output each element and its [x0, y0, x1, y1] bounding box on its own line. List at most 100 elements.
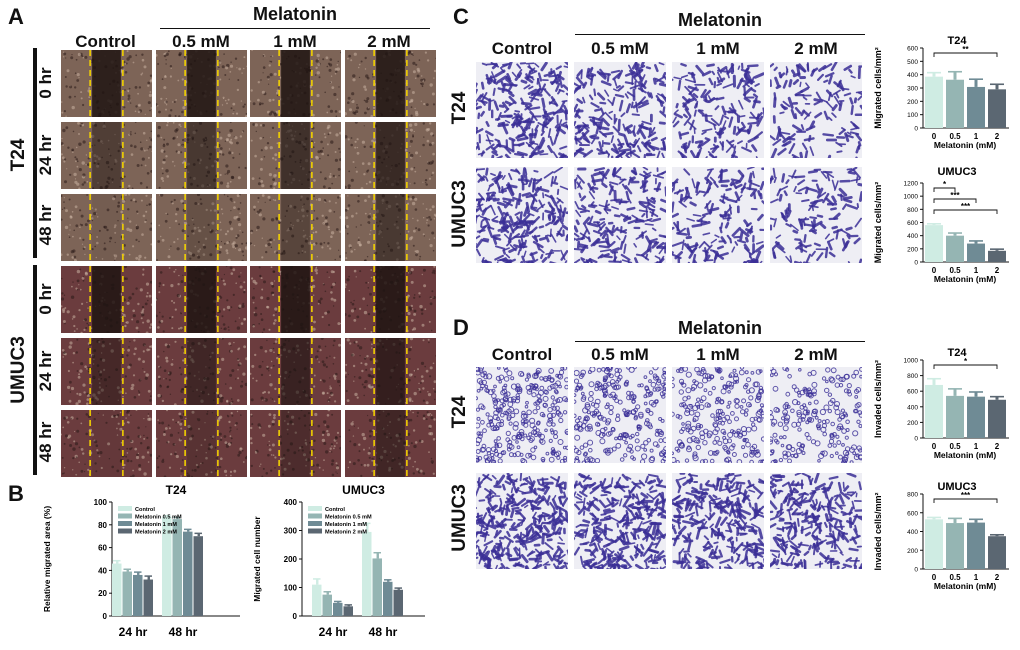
error-bar: [176, 517, 179, 520]
transwell-image-d-umuc3-control: [476, 473, 568, 569]
significance-bracket: [933, 198, 977, 203]
panel-d-col-control: Control: [491, 345, 553, 364]
panel-a-row-umuc3-24hr: 24 hr: [36, 350, 55, 392]
x-axis-label: Melatonin (mM): [934, 274, 996, 284]
significance-label: ***: [950, 191, 960, 200]
error-bar: [995, 84, 999, 90]
y-axis-label: Invaded cells/mm²: [873, 492, 883, 570]
bar-0: [925, 225, 943, 262]
legend-label: Melatonin 0.5 mM: [325, 515, 372, 521]
bar-1: [967, 396, 985, 438]
panel-a-col-1mm: 1 mM: [273, 32, 317, 51]
significance-bracket: [933, 209, 998, 214]
error-bar: [974, 79, 978, 87]
error-bar: [137, 572, 140, 575]
panel-a-row-umuc3-48hr: 48 hr: [36, 421, 55, 463]
bar-48hr-series0: [162, 516, 172, 616]
error-bar: [953, 518, 957, 524]
y-tick-label: 200: [907, 99, 918, 106]
transwell-image-d-umuc3-1mm: [672, 473, 764, 569]
bar-0: [925, 384, 943, 438]
y-tick-label: 80: [98, 521, 107, 530]
bar-24hr-series1: [322, 594, 332, 616]
significance-label: **: [962, 45, 969, 54]
y-tick-label: 400: [907, 233, 918, 240]
scratch-image-umuc3-48hr-1mm: [250, 410, 341, 477]
y-tick-label: 600: [907, 46, 918, 53]
scratch-image-t24-48hr-05mm: [156, 194, 247, 261]
legend-label: Melatonin 2 mM: [325, 530, 367, 536]
y-tick-label: 400: [284, 498, 298, 507]
y-tick-label: 200: [284, 555, 298, 564]
y-tick-label: 0: [914, 260, 918, 267]
legend-swatch: [118, 506, 132, 511]
error-bar: [366, 523, 369, 532]
panel-c-row-umuc3: UMUC3: [449, 180, 470, 248]
scratch-image-t24-24hr-1mm: [250, 122, 341, 189]
scratch-image-t24-48hr-1mm: [250, 194, 341, 261]
y-tick-label: 200: [907, 246, 918, 253]
transwell-image-c-umuc3-05mm: [574, 167, 666, 263]
y-tick-label: 40: [98, 566, 107, 575]
bar-0: [925, 519, 943, 569]
panel-c-col-2mm: 2 mM: [794, 39, 838, 58]
error-bar: [953, 233, 957, 236]
chart-title: T24: [948, 347, 968, 359]
legend-swatch: [118, 513, 132, 519]
bar-24hr-series3: [343, 606, 353, 616]
panel-label-a: A: [8, 4, 24, 29]
panel-c-treatment-header: Melatonin: [678, 10, 762, 30]
panel-a-treatment-header: Melatonin: [253, 4, 337, 24]
y-tick-label: 800: [907, 207, 918, 214]
bar-48hr-series3: [393, 589, 403, 616]
chart-d-t24: T24 Invaded cells/mm² 0 200 400 600 800 1000 0 0.…: [873, 347, 1009, 460]
x-tick-label: 1: [974, 266, 979, 275]
chart-b-umuc3: UMUC3 Migrated cell number 0 100 200 300 400 24…: [252, 483, 425, 639]
bar-48hr-series2: [183, 531, 193, 616]
legend-label: Melatonin 1 mM: [325, 522, 367, 528]
y-axis-label: Invaded cells/mm²: [873, 360, 883, 438]
y-axis-label: Migrated cells/mm²: [873, 182, 883, 264]
y-tick-label: 100: [94, 498, 108, 507]
scratch-image-t24-24hr-2mm: [345, 122, 436, 189]
panel-label-d: D: [453, 315, 469, 340]
bar-48hr-series3: [193, 536, 203, 616]
panel-a-col-control: Control: [75, 32, 136, 51]
panel-c-col-control: Control: [491, 39, 553, 58]
chart-d-umuc3: UMUC3 Invaded cells/mm² 0 200 400 600 800 0 0.5 1…: [873, 481, 1009, 591]
panel-a-row-t24-0hr: 0 hr: [36, 67, 55, 99]
chart-title: UMUC3: [342, 483, 385, 497]
legend-swatch: [308, 506, 322, 511]
scratch-image-t24-24hr-05mm: [156, 122, 247, 189]
transwell-image-d-t24-05mm: [574, 367, 666, 463]
error-bar: [147, 576, 150, 580]
y-tick-label: 0: [914, 436, 918, 443]
transwell-image-c-t24-05mm: [574, 62, 666, 158]
x-tick-label: 0.5: [949, 573, 961, 582]
bar-2: [988, 250, 1006, 262]
legend-swatch: [118, 521, 132, 526]
panel-d-treatment-header: Melatonin: [678, 318, 762, 338]
bar-0.5: [946, 79, 964, 128]
transwell-image-d-t24-1mm: [672, 367, 764, 463]
error-bar: [316, 578, 319, 585]
bar-24hr-series0: [312, 584, 322, 616]
bar-48hr-series2: [383, 581, 393, 616]
scratch-image-umuc3-0hr-05mm: [156, 266, 247, 333]
panel-a-row-group-t24: T24: [8, 138, 29, 172]
transwell-image-d-umuc3-2mm: [770, 473, 862, 569]
x-tick-label: 24 hr: [119, 625, 148, 639]
y-axis-label: Migrated cells/mm²: [873, 47, 883, 129]
panel-a-treatment-line: [160, 28, 430, 29]
scratch-image-umuc3-0hr-1mm: [250, 266, 341, 333]
x-tick-label: 0.5: [949, 132, 961, 141]
panel-a-group-bar-t24: [33, 48, 37, 258]
y-tick-label: 400: [907, 404, 918, 411]
y-tick-label: 0: [103, 612, 108, 621]
error-bar: [953, 71, 957, 80]
y-tick-label: 60: [98, 544, 107, 553]
scratch-image-umuc3-48hr-2mm: [345, 410, 436, 477]
scratch-image-umuc3-24hr-1mm: [250, 338, 341, 405]
scratch-image-t24-0hr-1mm: [250, 50, 341, 117]
transwell-image-c-t24-1mm: [672, 62, 764, 158]
